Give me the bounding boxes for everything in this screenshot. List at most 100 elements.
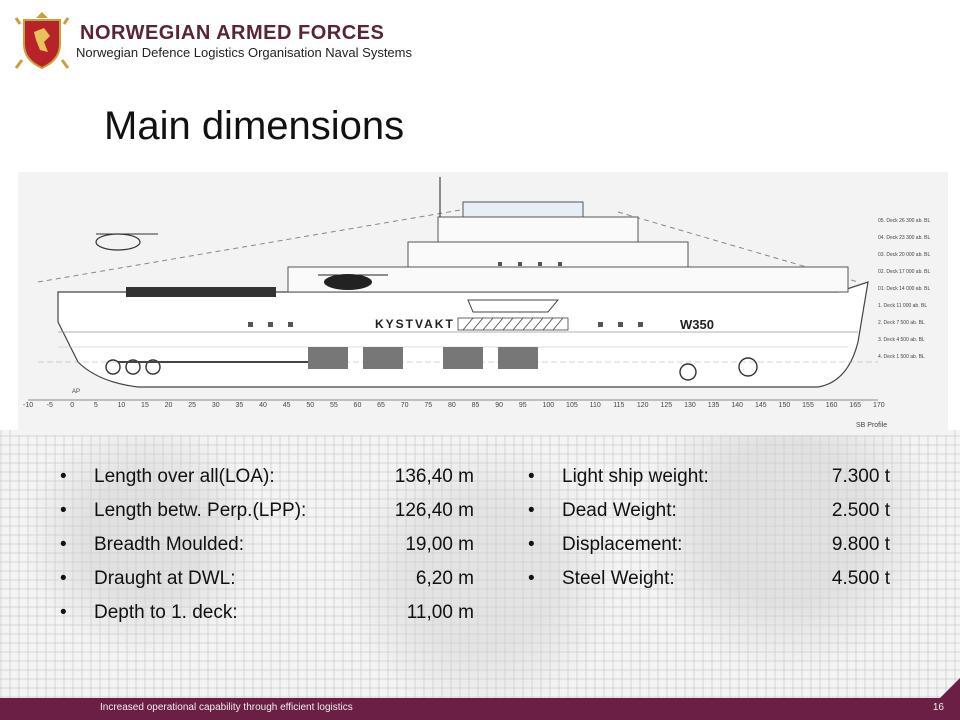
page-title: Main dimensions — [104, 104, 405, 148]
spec-value: 2.500 t — [831, 500, 890, 521]
scale-tick-label: 10 — [117, 402, 126, 409]
armed-forces-crest-icon — [14, 12, 70, 70]
scale-tick-label: 105 — [566, 402, 578, 409]
scale-tick-label: -5 — [46, 402, 53, 409]
scale-tick-label: 55 — [329, 402, 338, 409]
scale-tick-label: 135 — [707, 402, 720, 409]
page-number: 16 — [932, 702, 944, 713]
spec-row: • Breadth Moulded: 19,00 m — [60, 534, 480, 564]
scale-tick-label: 65 — [377, 402, 385, 409]
scale-tick-label: 30 — [211, 402, 220, 409]
profile-label: SB Profile — [856, 422, 888, 429]
hull-marking-kystvakt: KYSTVAKT — [375, 317, 455, 331]
spec-label: Steel Weight: — [562, 568, 675, 589]
spec-row: • Length over all(LOA): 136,40 m — [60, 466, 480, 496]
spec-label: Light ship weight: — [562, 466, 709, 487]
scale-tick-label: 15 — [141, 402, 149, 409]
deck-level-label: 04. Deck 23 300 ab. BL — [878, 235, 931, 241]
footer-tagline: Increased operational capability through… — [100, 702, 353, 713]
ship-profile-drawing: KYSTVAKT W350 AP -10 -5 0 5 10 15 20 25 30 35 40 45… — [18, 172, 948, 435]
bullet-icon: • — [60, 534, 67, 555]
scale-tick-label: 85 — [471, 402, 480, 409]
scale-tick-label: 155 — [802, 402, 814, 409]
scale-tick-label: 130 — [684, 402, 696, 409]
deck-level-label: 03. Deck 20 000 ab. BL — [878, 252, 931, 258]
deck-level-label: 2. Deck 7 500 ab. BL — [878, 320, 925, 326]
scale-tick-label: 80 — [448, 402, 456, 409]
spec-value: 4.500 t — [831, 568, 890, 589]
spec-value: 7.300 t — [831, 466, 890, 487]
bullet-icon: • — [528, 534, 535, 555]
spec-value: 136,40 m — [394, 466, 474, 487]
world-map-background — [0, 430, 960, 698]
scale-tick-label: 35 — [235, 402, 244, 409]
scale-tick-label: 150 — [778, 402, 791, 409]
scale-tick-label: 165 — [849, 402, 862, 409]
scale-tick-label: 25 — [188, 402, 197, 409]
scale-tick-label: 0 — [70, 402, 75, 409]
deck-level-label: 4. Deck 1 500 ab. BL — [878, 354, 925, 360]
spec-row: • Displacement: 9.800 t — [528, 534, 898, 564]
bullet-icon: • — [60, 466, 67, 487]
deck-level-label: 05. Deck 26 300 ab. BL — [878, 218, 931, 224]
spec-label: Depth to 1. deck: — [94, 602, 238, 623]
scale-tick-label: 140 — [731, 402, 744, 409]
scale-tick-label: 70 — [400, 402, 409, 409]
scale-tick-label: 60 — [353, 402, 362, 409]
spec-row: • Light ship weight: 7.300 t — [528, 466, 898, 496]
spec-row: • Length betw. Perp.(LPP): 126,40 m — [60, 500, 480, 530]
spec-label: Dead Weight: — [562, 500, 677, 521]
scale-tick-label: 45 — [282, 402, 291, 409]
corner-accent — [940, 678, 960, 698]
bullet-icon: • — [528, 500, 535, 521]
spec-value: 11,00 m — [406, 602, 474, 623]
spec-label: Draught at DWL: — [94, 568, 236, 589]
scale-tick-label: 5 — [93, 402, 98, 409]
spec-value: 126,40 m — [394, 500, 474, 521]
spec-row: • Steel Weight: 4.500 t — [528, 568, 898, 598]
bullet-icon: • — [60, 568, 67, 589]
spec-value: 6,20 m — [415, 568, 474, 589]
bullet-icon: • — [528, 466, 535, 487]
bullet-icon: • — [528, 568, 535, 589]
spec-row: • Draught at DWL: 6,20 m — [60, 568, 480, 598]
scale-tick-label: 115 — [613, 402, 625, 409]
spec-row: • Depth to 1. deck: 11,00 m — [60, 602, 480, 632]
scale-tick-label: 50 — [306, 402, 315, 409]
spec-label: Breadth Moulded: — [94, 534, 244, 555]
spec-label: Length betw. Perp.(LPP): — [94, 500, 307, 521]
spec-row: • Dead Weight: 2.500 t — [528, 500, 898, 530]
hull-marking-w350: W350 — [680, 317, 714, 332]
scale-tick-label: 110 — [589, 402, 601, 409]
bullet-icon: • — [60, 602, 67, 623]
specs-right-list: • Light ship weight: 7.300 t • Dead Weight: 2… — [528, 466, 898, 606]
scale-tick-label: 170 — [873, 402, 885, 409]
ship-profile-svg — [28, 177, 878, 401]
spec-label: Length over all(LOA): — [94, 466, 275, 487]
spec-value: 9.800 t — [831, 534, 890, 555]
scale-tick-label: 75 — [424, 402, 433, 409]
scale-tick-label: 125 — [660, 402, 673, 409]
spec-label: Displacement: — [562, 534, 683, 555]
scale-tick-label: 20 — [164, 402, 173, 409]
scale-tick-label: 100 — [542, 402, 555, 409]
deck-level-label: 3. Deck 4 500 ab. BL — [878, 337, 925, 343]
aft-perpendicular-label: AP — [72, 389, 81, 395]
spec-value: 19,00 m — [405, 534, 474, 555]
bullet-icon: • — [60, 500, 67, 521]
scale-tick-label: 120 — [636, 402, 649, 409]
deck-level-label: 1. Deck 11 000 ab. BL — [878, 303, 928, 309]
specs-left-list: • Length over all(LOA): 136,40 m • Length be… — [60, 466, 480, 636]
footer-bar: Increased operational capability through… — [0, 698, 960, 720]
scale-tick-label: -10 — [23, 402, 34, 409]
scale-tick-label: 160 — [825, 402, 838, 409]
deck-level-label: 01. Deck 14 000 ab. BL — [878, 286, 931, 292]
scale-tick-label: 95 — [518, 402, 527, 409]
org-subtitle: Norwegian Defence Logistics Organisation… — [76, 45, 412, 60]
deck-level-label: 02. Deck 17 000 ab. BL — [878, 269, 931, 275]
scale-ticks: -10 -5 0 5 10 15 20 25 30 35 40 45 50 55 60 65 70 75 80 85 9… — [18, 402, 948, 414]
scale-tick-label: 145 — [754, 402, 767, 409]
org-title: NORWEGIAN ARMED FORCES — [80, 22, 385, 44]
deck-level-labels: 05. Deck 26 300 ab. BL 04. Deck 23 300 ab… — [878, 218, 946, 378]
